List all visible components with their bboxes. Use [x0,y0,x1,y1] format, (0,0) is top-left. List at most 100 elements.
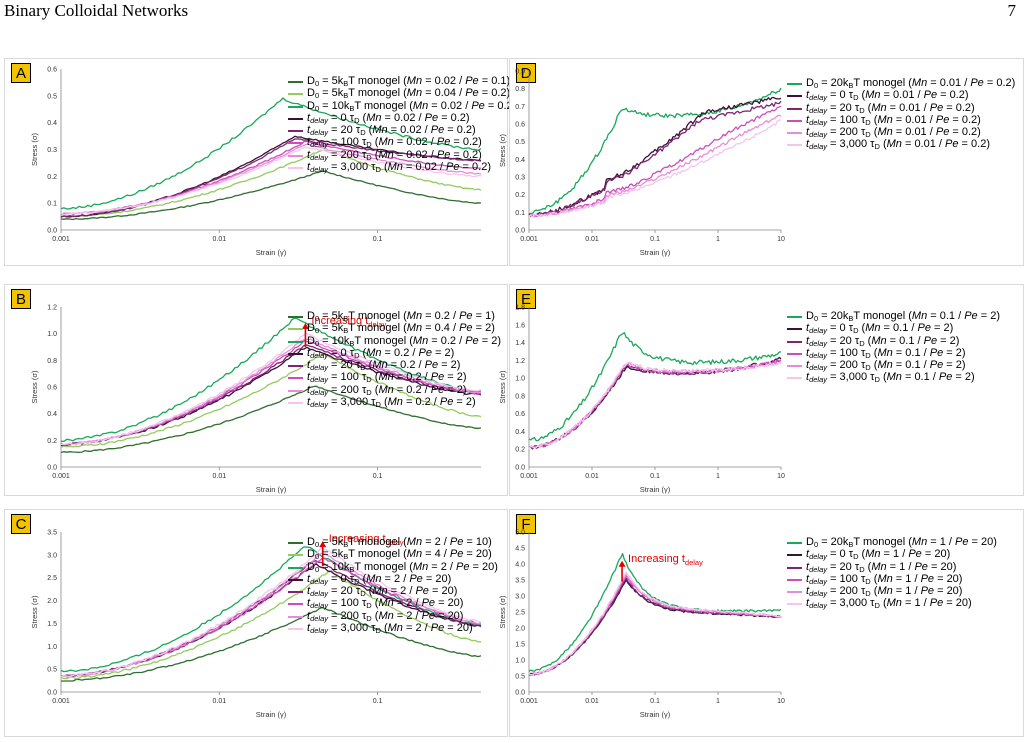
legend-item: tdelay = 3,000 τD (Mn = 0.01 / Pe = 0.2) [787,138,1015,152]
legend-swatch [288,105,303,108]
legend-swatch [787,83,802,85]
y-tick-label: 0.3 [515,175,525,182]
series-line [528,574,782,676]
legend-item: tdelay = 3,000 τD (Mn = 0.1 / Pe = 2) [787,371,1000,384]
y-tick-label: 0.6 [515,122,525,129]
chart-svg: 0.0 0.2 0.4 0.6 0.8 1.0 1.2 1.4 1.6 1.8 0.001 0.01 0… [498,305,785,495]
legend-item: D0 = 5kBT monogel (Mn = 0.4 / Pe = 2) [288,322,501,335]
running-title: Binary Colloidal Networks [4,1,189,20]
legend-label: tdelay = 0 τD (Mn = 2 / Pe = 20) [307,572,452,586]
series-line [528,96,782,218]
legend-label: tdelay = 100 τD (Mn = 0.2 / Pe = 2) [307,371,467,385]
x-axis-title: Strain (γ) [640,710,671,719]
legend-item: tdelay = 0 τD (Mn = 0.02 / Pe = 0.2) [288,112,516,124]
series-line [60,353,482,448]
chart-panel-b: B 0.0 0.2 0.4 0.6 0.8 1.0 1.2 0.001 0.01 0.1 Strain… [4,284,508,496]
legend-item: tdelay = 20 τD (Mn = 2 / Pe = 20) [288,585,498,597]
x-tick-label: 1 [716,473,720,480]
y-tick-label: 0.2 [47,174,57,181]
series-line [528,571,782,676]
legend-item: tdelay = 200 τD (Mn = 2 / Pe = 20) [288,610,498,622]
y-tick-label: 0.8 [515,393,525,400]
series-line [528,332,782,442]
series-line [60,570,481,680]
panel-label: B [11,289,31,309]
series-line [60,385,482,454]
legend-item: D0 = 5kBT monogel (Mn = 2 / Pe = 10) [288,536,498,548]
legend-swatch [288,615,303,618]
legend-swatch [787,340,802,343]
y-tick-label: 1.0 [47,331,57,338]
annotation-arrow-head [618,560,626,567]
legend-label: tdelay = 100 τD (Mn = 0.01 / Pe = 0.2) [806,113,981,127]
legend-item: tdelay = 20 τD (Mn = 0.2 / Pe = 2) [288,359,501,371]
x-tick-label: 0.1 [650,236,660,243]
chart-panel-c: C 0.0 0.5 1.0 1.5 2.0 2.5 3.0 3.5 0.001 0.01 0.1 Str… [4,509,508,737]
y-tick-label: 0.3 [47,147,57,154]
y-tick-label: 1.2 [515,358,525,365]
y-tick-label: 1.0 [515,658,525,665]
legend-label: tdelay = 100 τD (Mn = 0.1 / Pe = 2) [806,346,966,360]
legend-label: tdelay = 20 τD (Mn = 0.2 / Pe = 2) [307,359,461,373]
panel-label: A [11,63,31,83]
x-axis-title: Strain (γ) [640,248,671,257]
y-tick-label: 4.0 [515,562,525,569]
legend-label: tdelay = 3,000 τD (Mn = 1 / Pe = 20) [806,597,972,611]
y-tick-label: 0.2 [515,192,525,199]
y-tick-label: 0.7 [515,104,525,111]
legend-label: tdelay = 20 τD (Mn = 0.02 / Pe = 0.2) [307,124,476,138]
legend-swatch [787,365,802,368]
y-tick-label: 0.0 [47,228,57,235]
legend-swatch [787,328,802,331]
legend-label: D0 = 10kBT monogel (Mn = 0.02 / Pe = 0.2… [307,99,517,113]
x-tick-label: 1 [716,698,720,705]
series-line [528,361,782,450]
legend-label: D0 = 5kBT monogel (Mn = 2 / Pe = 10) [307,536,492,549]
legend-label: tdelay = 200 τD (Mn = 2 / Pe = 20) [307,609,464,623]
y-tick-label: 3.0 [47,552,57,559]
chart-panel-a: A 0.0 0.1 0.2 0.3 0.4 0.5 0.6 0.001 0.01 0.1 Strain… [4,58,516,266]
y-tick-label: 1.0 [47,644,57,651]
legend-item: tdelay = 100 τD (Mn = 0.2 / Pe = 2) [288,371,501,385]
legend-item: D0 = 20kBT monogel (Mn = 0.1 / Pe = 2) [787,310,1000,322]
y-tick-label: 1.6 [515,322,525,329]
x-tick-label: 0.1 [373,473,383,480]
legend-swatch [288,377,303,380]
legend-swatch [787,578,802,581]
annotation-arrow-head [319,541,327,548]
series-line [528,553,782,672]
legend-item: tdelay = 100 τD (Mn = 0.02 / Pe = 0.2) [288,136,516,149]
legend-swatch [787,554,802,557]
chart-svg: 0.0 0.1 0.2 0.3 0.4 0.5 0.6 0.7 0.8 0.9 0.001 0.01 0… [498,69,785,258]
legend-swatch [288,603,303,606]
legend-swatch [288,93,303,96]
series-line [60,170,482,221]
y-tick-label: 0.6 [47,385,57,392]
legend-label: D0 = 5kBT monogel (Mn = 0.04 / Pe = 0.2) [307,87,511,101]
series-line [528,361,782,449]
panel-label: C [11,514,31,534]
y-tick-label: 0.4 [47,411,57,418]
y-tick-label: 1.5 [515,642,525,649]
legend: D0 = 5kBT monogel (Mn = 2 / Pe = 10) D0 =… [288,536,498,634]
y-tick-label: 0.2 [515,447,525,454]
legend-item: D0 = 5kBT monogel (Mn = 4 / Pe = 20) [288,548,498,561]
series-line [528,359,782,449]
legend-swatch [288,389,303,392]
legend-label: tdelay = 100 τD (Mn = 1 / Pe = 20) [806,572,963,586]
chart-panel-d: D 0.0 0.1 0.2 0.3 0.4 0.5 0.6 0.7 0.8 0.9 0.001 0.01… [498,58,1024,266]
legend-label: tdelay = 3,000 τD (Mn = 0.02 / Pe = 0.2) [307,161,491,175]
x-tick-label: 0.001 [52,236,70,243]
series-line [528,579,782,676]
y-tick-label: 1.5 [47,621,57,628]
legend-label: tdelay = 0 τD (Mn = 1 / Pe = 20) [806,548,951,562]
legend-label: tdelay = 20 τD (Mn = 0.01 / Pe = 0.2) [806,101,975,115]
legend: D0 = 20kBT monogel (Mn = 0.1 / Pe = 2) td… [787,310,1000,384]
legend: D0 = 20kBT monogel (Mn = 1 / Pe = 20) tde… [787,536,997,610]
legend-label: tdelay = 3,000 τD (Mn = 0.01 / Pe = 0.2) [806,138,990,152]
legend-item: tdelay = 0 τD (Mn = 0.2 / Pe = 2) [288,347,501,359]
x-tick-label: 0.001 [52,473,70,480]
series-line [528,87,782,215]
y-tick-label: 2.0 [47,598,57,605]
legend-label: tdelay = 200 τD (Mn = 0.02 / Pe = 0.2) [307,148,482,162]
